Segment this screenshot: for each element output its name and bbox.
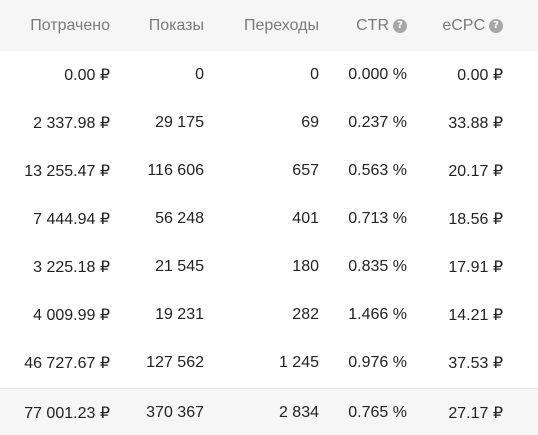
cell-spent: 13 255.47 ₽ xyxy=(24,163,110,180)
col-header-ecpc[interactable]: eCPC? xyxy=(407,17,503,35)
cell-impressions: 127 562 xyxy=(146,354,204,371)
cell-ecpc: 33.88 ₽ xyxy=(448,115,503,132)
table-row: 4 009.99 ₽ 19 231 282 1.466 % 14.21 ₽ xyxy=(0,291,538,339)
table-row: 13 255.47 ₽ 116 606 657 0.563 % 20.17 ₽ xyxy=(0,147,538,195)
cell-clicks: 401 xyxy=(292,210,319,227)
total-ecpc: 27.17 ₽ xyxy=(448,404,503,422)
total-impressions: 370 367 xyxy=(146,403,204,421)
cell-spent: 2 337.98 ₽ xyxy=(33,115,110,132)
total-spent: 77 001.23 ₽ xyxy=(24,404,110,422)
cell-spent: 4 009.99 ₽ xyxy=(33,307,110,324)
table-row: 3 225.18 ₽ 21 545 180 0.835 % 17.91 ₽ xyxy=(0,243,538,291)
cell-ctr: 0.237 % xyxy=(348,114,407,131)
table-row: 0.00 ₽ 0 0 0.000 % 0.00 ₽ xyxy=(0,51,538,99)
cell-impressions: 29 175 xyxy=(155,114,204,131)
cell-spent: 46 727.67 ₽ xyxy=(24,355,110,372)
cell-clicks: 1 245 xyxy=(278,354,319,371)
cell-ecpc: 20.17 ₽ xyxy=(448,163,503,180)
col-header-clicks[interactable]: Переходы xyxy=(243,16,319,34)
cell-impressions: 0 xyxy=(195,66,204,83)
cell-clicks: 180 xyxy=(292,258,319,275)
total-clicks: 2 834 xyxy=(278,403,319,421)
cell-clicks: 0 xyxy=(310,66,319,83)
col-header-spent[interactable]: Потрачено xyxy=(30,16,110,34)
cell-spent: 3 225.18 ₽ xyxy=(33,259,110,276)
cell-impressions: 56 248 xyxy=(155,210,204,227)
question-circle-icon[interactable]: ? xyxy=(393,18,407,33)
table-body: 0.00 ₽ 0 0 0.000 % 0.00 ₽ 2 337.98 ₽ 29 … xyxy=(0,51,538,387)
cell-clicks: 69 xyxy=(301,114,319,131)
cell-ecpc: 14.21 ₽ xyxy=(448,307,503,324)
cell-ctr: 0.000 % xyxy=(348,66,407,83)
cell-ecpc: 18.56 ₽ xyxy=(448,211,503,228)
cell-ctr: 0.976 % xyxy=(348,354,407,371)
cell-spent: 0.00 ₽ xyxy=(64,67,110,84)
table-row: 2 337.98 ₽ 29 175 69 0.237 % 33.88 ₽ xyxy=(0,99,538,147)
cell-impressions: 116 606 xyxy=(147,162,204,179)
cell-clicks: 657 xyxy=(292,162,319,179)
question-circle-icon[interactable]: ? xyxy=(489,18,503,33)
col-header-ctr[interactable]: CTR? xyxy=(319,17,407,35)
cell-clicks: 282 xyxy=(292,306,319,323)
table-header: Потрачено Показы Переходы CTR? eCPC? xyxy=(0,0,538,51)
cell-impressions: 19 231 xyxy=(155,306,204,323)
total-ctr: 0.765 % xyxy=(348,403,407,421)
table-row: 7 444.94 ₽ 56 248 401 0.713 % 18.56 ₽ xyxy=(0,195,538,243)
cell-ecpc: 0.00 ₽ xyxy=(457,67,503,84)
col-header-impressions[interactable]: Показы xyxy=(148,16,204,34)
cell-ecpc: 37.53 ₽ xyxy=(448,355,503,372)
table-total-row: 77 001.23 ₽ 370 367 2 834 0.765 % 27.17 … xyxy=(0,388,538,435)
cell-ctr: 0.835 % xyxy=(348,258,407,275)
cell-ctr: 1.466 % xyxy=(348,306,407,323)
cell-impressions: 21 545 xyxy=(155,258,204,275)
cell-spent: 7 444.94 ₽ xyxy=(33,211,110,228)
table-row: 46 727.67 ₽ 127 562 1 245 0.976 % 37.53 … xyxy=(0,339,538,387)
cell-ctr: 0.713 % xyxy=(348,210,407,227)
cell-ecpc: 17.91 ₽ xyxy=(448,259,503,276)
cell-ctr: 0.563 % xyxy=(348,162,407,179)
